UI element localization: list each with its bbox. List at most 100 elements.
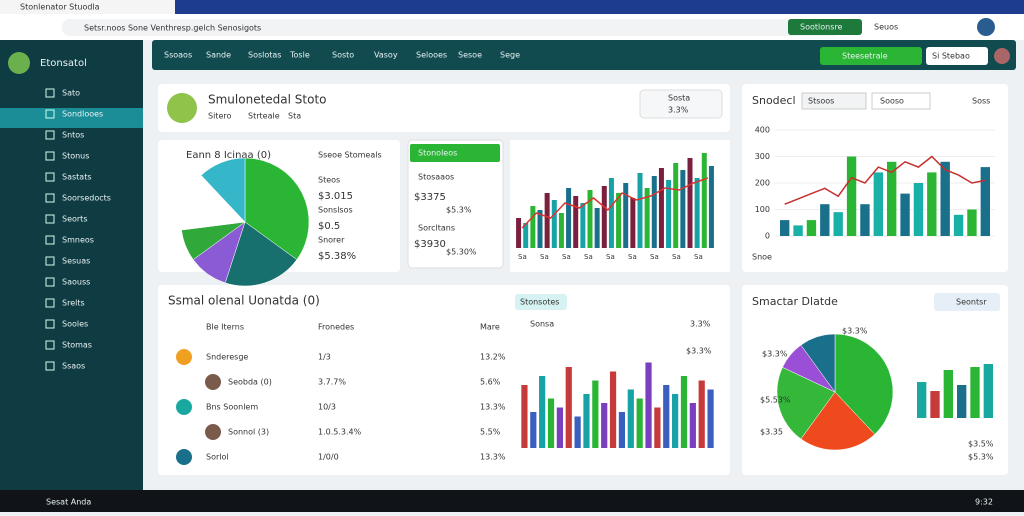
bar [574,416,581,448]
legend-label: Sonsa [530,320,554,329]
bar [673,163,679,248]
sidebar-item: Soorsedocts [62,194,111,203]
row-icon [176,349,192,365]
button[interactable] [926,47,988,65]
clock: 9:32 [975,498,993,507]
legend-label: $5.3% [968,453,994,462]
bar [651,176,657,248]
bar [630,198,636,248]
x-tick-label: Sa [606,253,615,261]
line [521,177,709,229]
dropdown[interactable] [410,144,500,162]
bar [930,391,940,418]
sidebar-icon [45,256,55,266]
bar [592,380,599,448]
label: $5.53% [760,396,791,405]
taskbar-search[interactable]: Sesat Anda [46,498,91,507]
url-field[interactable] [62,19,842,36]
bar [530,412,537,448]
filter-label: Sooso [880,97,904,106]
x-tick-label: Sa [562,253,571,261]
table-cell: 10/3 [318,403,336,412]
table-cell: 3.7.7% [318,378,346,387]
bar [806,220,817,236]
value: $0.5 [318,221,340,232]
bar [645,362,652,448]
sidebar-icon [45,277,55,287]
tab[interactable] [0,0,175,14]
sidebar-icon [45,361,55,371]
stat-box [639,89,723,119]
sidebar-item: Saouss [62,278,90,287]
tag: Sta [288,112,301,121]
value: $5.38% [318,251,356,262]
pie-slice [200,157,246,223]
bar [689,403,696,448]
x-tick-label: Sa [584,253,593,261]
bar [917,382,927,418]
pie-slice [244,157,310,260]
bar [846,156,857,236]
bar [694,178,700,248]
nav-item: Sege [500,51,520,60]
delta: $5.30% [446,248,477,257]
bar [618,412,626,448]
bar [927,172,937,236]
card [158,84,730,132]
x-tick-label: Sa [540,253,549,261]
table-cell: 1/0/0 [318,453,339,462]
sidebar-icon [45,172,55,182]
sidebar-item: Sooles [62,320,88,329]
pie-slice [224,221,298,287]
bar [943,370,953,418]
pie-slice [834,333,894,435]
card-title: Smactar Dlatde [752,295,838,308]
card-action[interactable]: Sseoe Stomeals [318,151,382,160]
tag-label: Stonsotes [520,298,559,307]
bar [644,188,650,248]
y-tick-label: 400 [755,126,770,135]
bar [957,385,967,418]
bar [707,389,714,448]
bar [556,407,563,448]
bar [594,208,600,248]
ext-button[interactable] [788,19,862,35]
taskbar [0,490,1024,512]
table-header: Ble Iterns [206,323,244,332]
row-icon [176,399,192,415]
green-button[interactable] [820,47,922,65]
filter[interactable] [871,92,931,110]
bar [698,380,705,448]
bar [627,389,634,448]
nav-item: Selooes [416,51,447,60]
avatar[interactable] [977,18,995,36]
sidebar-icon [45,214,55,224]
bar [666,180,672,248]
bar [980,167,990,236]
bar [601,403,608,448]
label: Snorer [318,236,345,245]
nav-item: Tosle [289,51,310,60]
select[interactable] [934,293,1000,311]
nav-item: Ssoaos [164,51,192,60]
card-title: Ssmal olenal Uonatda (0) [168,294,320,308]
bar [913,183,924,236]
button-label: Steesetrale [842,52,888,61]
bar [680,170,686,248]
select[interactable] [801,92,867,110]
button-label: Seuos [874,23,898,32]
bar [566,188,572,248]
tag [515,294,567,310]
y-tick-label: 100 [755,205,770,214]
label: $3.3% [842,327,868,336]
bar [637,173,643,248]
x-tick-label: Sa [694,253,703,261]
stat-label: Sosta [668,94,690,103]
table-cell: 5.5% [480,428,501,437]
dropdown-label: Stonoleos [418,149,457,158]
bar [654,407,661,448]
bar [860,204,870,236]
bar [967,209,977,236]
bar [616,193,622,248]
bar [953,214,964,236]
